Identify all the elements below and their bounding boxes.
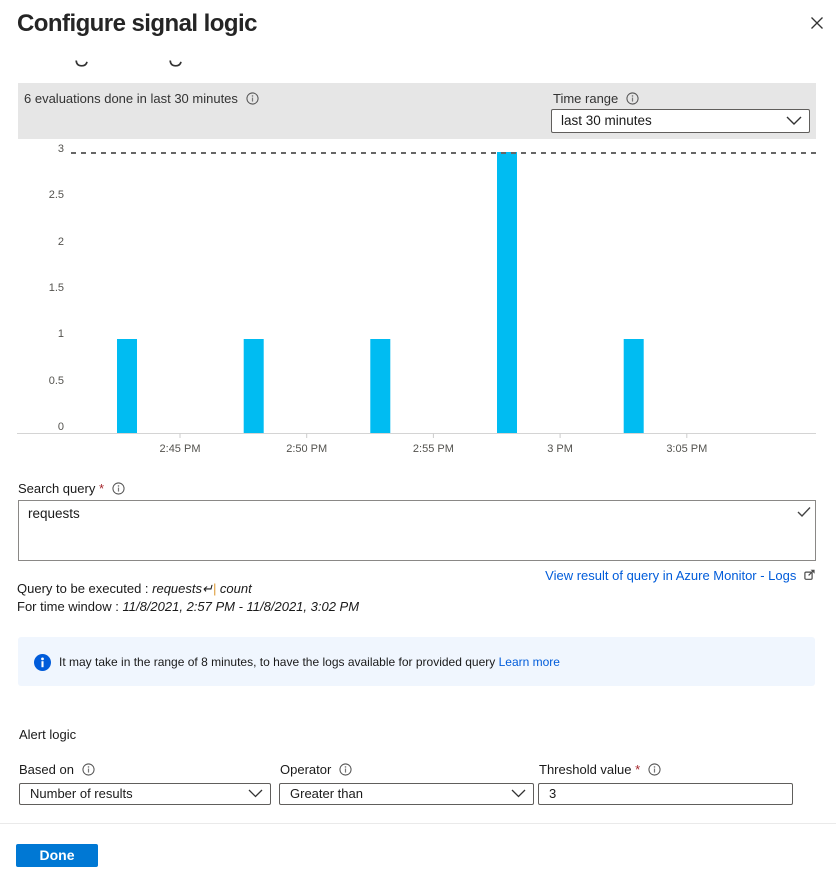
svg-text:0.5: 0.5 xyxy=(49,375,64,387)
svg-text:2:55 PM: 2:55 PM xyxy=(413,443,454,455)
svg-text:3 PM: 3 PM xyxy=(547,443,573,455)
svg-text:3: 3 xyxy=(58,143,64,155)
svg-text:2: 2 xyxy=(58,236,64,248)
svg-text:2:45 PM: 2:45 PM xyxy=(160,443,201,455)
svg-text:1: 1 xyxy=(58,328,64,340)
svg-text:2.5: 2.5 xyxy=(49,189,64,201)
svg-text:0: 0 xyxy=(58,421,64,433)
svg-text:2:50 PM: 2:50 PM xyxy=(286,443,327,455)
svg-text:3:05 PM: 3:05 PM xyxy=(666,443,707,455)
svg-text:1.5: 1.5 xyxy=(49,282,64,294)
